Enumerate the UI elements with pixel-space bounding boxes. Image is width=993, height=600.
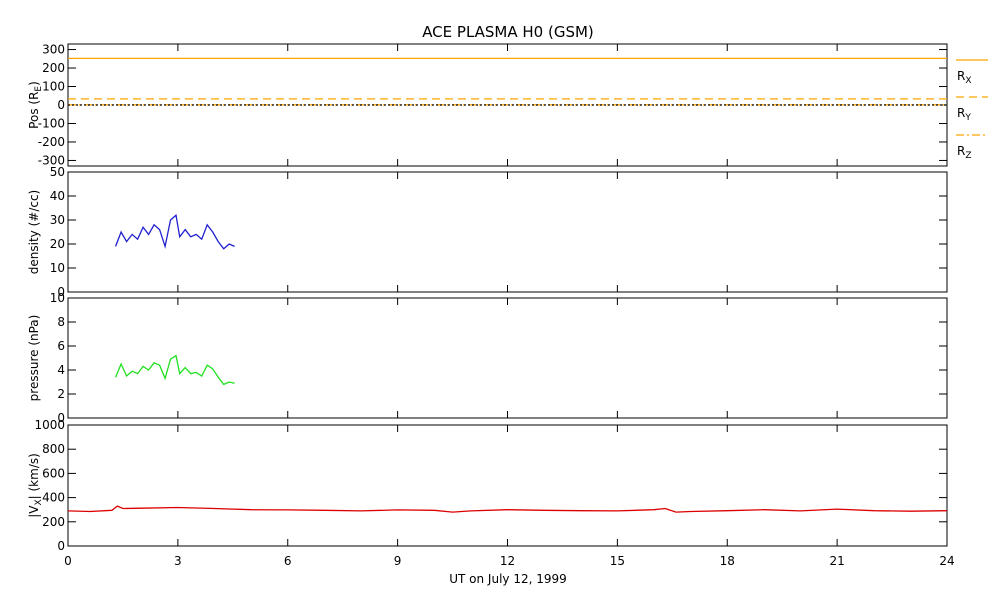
x-tick-label: 21 <box>829 554 844 568</box>
panel-position: -300 -200 -100 0 100 200 300 Pos (RE) <box>27 43 948 167</box>
panel-vx-ytick-label: 600 <box>42 466 65 480</box>
panel-density-frame <box>67 171 948 293</box>
x-tick-label: 15 <box>610 554 625 568</box>
panel-vx-frame <box>67 424 948 547</box>
panel-position-ytick-label: 100 <box>42 80 65 94</box>
x-axis: 0 3 6 9 12 15 18 21 24 <box>64 554 954 568</box>
x-tick-label: 3 <box>174 554 182 568</box>
panel-density-ytick-label: 0 <box>57 285 65 299</box>
x-tick-label: 12 <box>500 554 515 568</box>
panel-position-ylabel: Pos (RE) <box>27 81 44 129</box>
panel-pressure-ytick-label: 10 <box>50 291 65 305</box>
panel-pressure-ytick-label: 0 <box>57 411 65 425</box>
panel-density-ylabel: density (#/cc) <box>27 190 41 274</box>
panel-vx: 0 200 400 600 800 1000 |VX| (km/s) <box>27 418 948 553</box>
panel-vx-ytick-label: 400 <box>42 491 65 505</box>
panel-pressure-ytick-label: 2 <box>57 387 65 401</box>
panel-vx-ytick-label: 200 <box>42 515 65 529</box>
panel-vx-series-0 <box>68 505 947 513</box>
panel-density: 0 10 20 30 40 50 density (#/cc) <box>27 165 948 299</box>
x-tick-label: 24 <box>939 554 954 568</box>
panel-vx-ylabel: |VX| (km/s) <box>27 453 44 518</box>
position-legend: RX RY RZ <box>956 59 988 161</box>
panel-position-ytick-label: 300 <box>42 43 65 57</box>
x-tick-label: 18 <box>720 554 735 568</box>
legend-label-x: RX <box>957 69 972 86</box>
panel-density-ytick-label: 10 <box>50 261 65 275</box>
panel-density-ytick-label: 20 <box>50 237 65 251</box>
panel-vx-ytick-label: 1000 <box>34 418 65 432</box>
legend-label-y: RY <box>957 106 971 123</box>
panel-pressure: 0 2 4 6 8 10 pressure (nPa) <box>27 291 948 425</box>
x-axis-label: UT on July 12, 1999 <box>449 572 567 586</box>
panel-pressure-ytick-label: 8 <box>57 315 65 329</box>
panel-position-ytick-label: 200 <box>42 61 65 75</box>
panel-pressure-ytick-label: 6 <box>57 339 65 353</box>
panel-vx-ytick-label: 800 <box>42 442 65 456</box>
panel-pressure-ytick-label: 4 <box>57 363 65 377</box>
panel-pressure-ylabel: pressure (nPa) <box>27 315 41 402</box>
panel-pressure-frame <box>67 297 948 419</box>
panel-vx-ytick-label: 0 <box>57 539 65 553</box>
panel-position-ytick-label: -200 <box>38 135 65 149</box>
panel-density-ytick-label: 50 <box>50 165 65 179</box>
panel-density-ytick-label: 40 <box>50 189 65 203</box>
panel-pressure-series-0 <box>114 354 235 386</box>
legend-label-z: RZ <box>957 144 972 161</box>
x-tick-label: 0 <box>64 554 72 568</box>
panel-density-series-0 <box>114 213 235 250</box>
panel-position-ytick-label: 0 <box>57 98 65 112</box>
panel-position-ytick-label: -300 <box>38 153 65 167</box>
panel-density-ytick-label: 30 <box>50 213 65 227</box>
x-tick-label: 6 <box>284 554 292 568</box>
x-tick-label: 9 <box>394 554 402 568</box>
chart-title: ACE PLASMA H0 (GSM) <box>422 23 594 41</box>
panel-position-ytick-label: -100 <box>38 116 65 130</box>
